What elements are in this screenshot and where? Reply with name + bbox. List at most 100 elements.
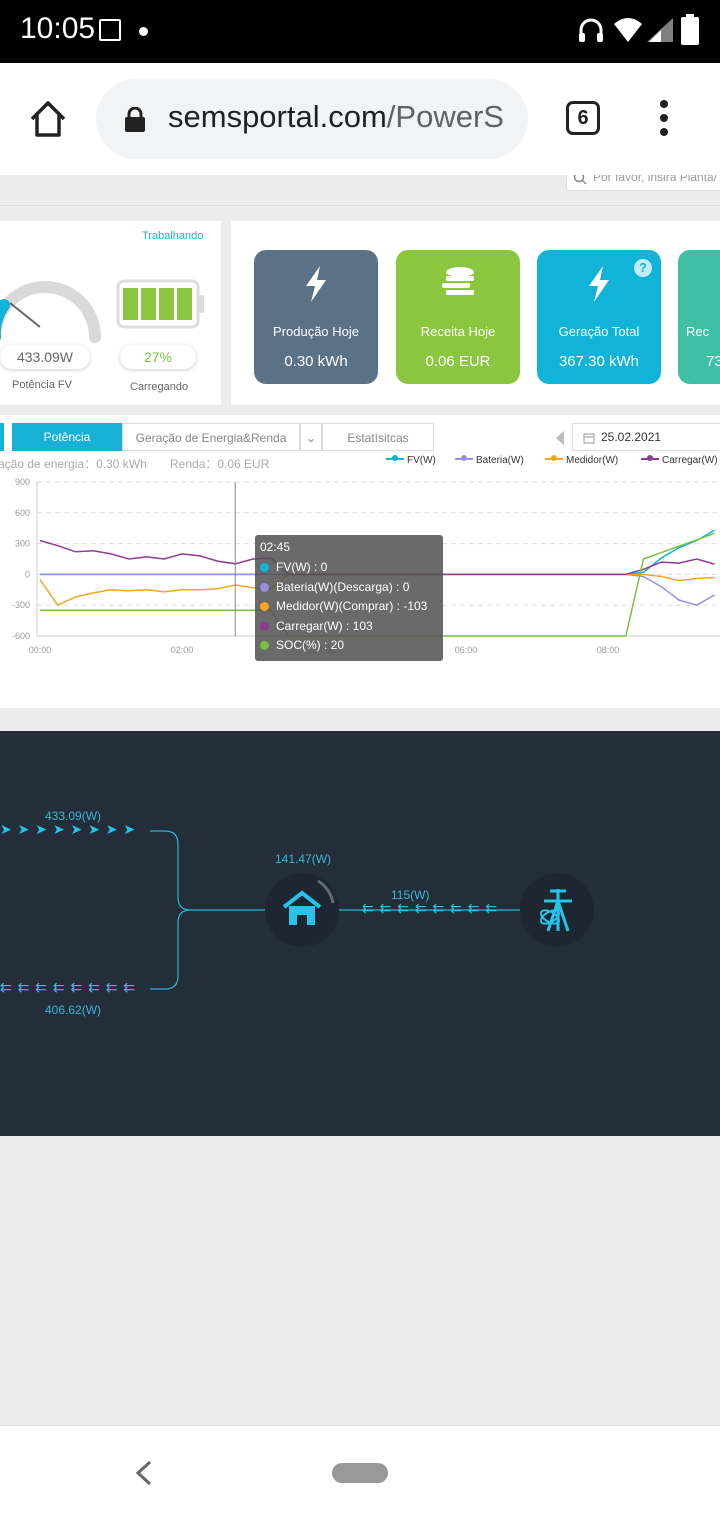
tooltip-time: 02:45 — [260, 540, 291, 554]
home-flow-value: 141.47(W) — [275, 852, 332, 866]
grid-flow-arrows: ⇇ ⇇ ⇇ ⇇ ⇇ ⇇ ⇇ ⇇ — [362, 900, 499, 916]
browser-toolbar: semsportal.com/PowerS 6 — [0, 63, 720, 175]
legend-label: Bateria(W) — [476, 455, 524, 466]
battery-state: Carregando — [130, 381, 189, 393]
tooltip-dot — [260, 563, 269, 572]
wifi-icon — [614, 18, 642, 42]
url-text: semsportal.com/PowerS — [168, 99, 504, 135]
legend-swatch — [641, 455, 659, 461]
flow-lines — [150, 830, 594, 990]
tab-dropdown[interactable]: ⌄ — [300, 423, 322, 451]
home-icon[interactable] — [28, 99, 68, 139]
battery-percent: 27% — [120, 345, 196, 369]
tile-label: Geração Total — [558, 324, 640, 339]
tile-label: Produção Hoje — [273, 324, 359, 339]
tooltip-value: Carregar(W) : 103 — [276, 618, 373, 633]
plant-status-card: Trabalhando 433.09W Potência FV 27% Carr… — [0, 221, 221, 405]
address-bar[interactable]: semsportal.com/PowerS — [96, 79, 528, 159]
url-host: semsportal.com — [168, 99, 387, 134]
prev-date-icon[interactable] — [556, 431, 564, 445]
bolt-icon — [589, 266, 609, 302]
legend-item[interactable]: Medidor(W) — [545, 455, 618, 466]
url-path: /PowerS — [386, 99, 504, 134]
tooltip-dot — [260, 582, 269, 592]
y-tick-label: 600 — [15, 508, 30, 518]
legend-label: Carregar(W) — [662, 455, 718, 466]
tile-value: 73 — [706, 353, 720, 370]
y-tick-label: 300 — [15, 539, 30, 549]
lock-icon — [125, 107, 145, 132]
tile-total-generation[interactable]: ? Geração Total 367.30 kWh — [537, 250, 661, 384]
tooltip-row: SOC(%) : 20 — [260, 638, 344, 654]
legend-label: FV(W) — [407, 455, 436, 466]
x-tick-label: 08:00 — [597, 645, 620, 655]
battery-icon — [681, 14, 699, 45]
pv-power-gauge — [0, 281, 101, 343]
tab-potencia[interactable]: Potência — [12, 423, 122, 451]
tile-income-today[interactable]: Receita Hoje 0.06 EUR — [396, 250, 520, 384]
x-tick-label: 02:00 — [171, 645, 194, 655]
grid-flow-value: 115(W) — [391, 888, 430, 902]
y-tick-label: -300 — [12, 600, 30, 610]
energy-flow-panel: 433.09(W) 406.62(W) 141.47(W) 115(W) ➤ ➤… — [0, 731, 720, 1136]
legend-item[interactable]: FV(W) — [386, 455, 436, 466]
tile-value: 367.30 kWh — [558, 353, 640, 370]
search-placeholder: Por favor, insira Planta/ — [593, 175, 718, 184]
tile-value: 0.30 kWh — [284, 353, 348, 370]
signal-icon — [647, 18, 673, 42]
back-icon[interactable] — [134, 1460, 154, 1486]
date-picker[interactable]: 25.02.2021 — [572, 423, 720, 451]
tile-total-income[interactable]: Rec 73 — [678, 250, 720, 384]
help-icon[interactable]: ? — [634, 259, 652, 277]
tooltip-dot — [260, 621, 269, 631]
tooltip-row: Carregar(W) : 103 — [260, 619, 373, 635]
search-icon — [573, 175, 587, 185]
chart-tooltip: 02:45 FV(W) : 0 Bateria(W)(Descarga) : 0 M… — [255, 535, 443, 661]
tooltip-value: Bateria(W)(Descarga) : 0 — [276, 579, 410, 594]
y-tick-label: -600 — [12, 631, 30, 641]
home-pill[interactable] — [332, 1463, 388, 1483]
more-menu-icon[interactable] — [654, 99, 674, 139]
kpi-card: Produção Hoje 0.30 kWh Receita Hoje 0.06… — [231, 221, 720, 405]
system-nav-bar — [0, 1425, 720, 1521]
tile-label: Receita Hoje — [420, 324, 496, 339]
pv-power-label: Potência FV — [12, 379, 72, 391]
tile-production-today[interactable]: Produção Hoje 0.30 kWh — [254, 250, 378, 384]
tab-edge — [0, 423, 4, 451]
working-status: Trabalhando — [142, 230, 204, 242]
pv-flow-value: 433.09(W) — [45, 809, 102, 823]
summary-energy: ação de energia：0.30 kWh — [0, 457, 147, 471]
tooltip-row: FV(W) : 0 — [260, 560, 327, 576]
battery-flow-value: 406.62(W) — [45, 1003, 102, 1017]
legend-item[interactable]: Carregar(W) — [641, 455, 718, 466]
tab-energy-income[interactable]: Geração de Energia&Renda — [122, 423, 300, 451]
bag-notification-icon — [99, 19, 121, 41]
divider — [0, 205, 720, 206]
pv-flow-arrows: ➤ ➤ ➤ ➤ ➤ ➤ ➤ ➤ — [0, 821, 137, 837]
tooltip-row: Medidor(W)(Comprar) : -103 — [260, 599, 427, 615]
tooltip-row: Bateria(W)(Descarga) : 0 — [260, 580, 409, 596]
status-bar: 10:05 — [0, 0, 720, 63]
summary-income: Renda：0.06 EUR — [170, 457, 270, 471]
y-tick-label: 0 — [25, 569, 30, 579]
calendar-icon — [583, 433, 595, 444]
tooltip-value: SOC(%) : 20 — [276, 638, 345, 652]
bolt-icon — [306, 266, 326, 302]
grid-tower-icon[interactable] — [536, 887, 580, 933]
legend-swatch — [455, 455, 473, 461]
legend-swatch — [386, 455, 404, 461]
legend-label: Medidor(W) — [566, 455, 619, 466]
tab-switcher-button[interactable]: 6 — [566, 101, 600, 135]
battery-level-icon — [116, 279, 204, 329]
tab-statistics[interactable]: Estatísitcas — [322, 423, 434, 451]
home-icon[interactable] — [282, 889, 322, 929]
battery-flow-arrows: ⇇ ⇇ ⇇ ⇇ ⇇ ⇇ ⇇ ⇇ — [0, 979, 137, 995]
plant-search-input[interactable]: Por favor, insira Planta/ — [566, 175, 720, 191]
status-time: 10:05 — [20, 12, 96, 45]
tile-value: 0.06 EUR — [425, 353, 491, 370]
y-tick-label: 900 — [15, 477, 30, 487]
legend-swatch — [545, 455, 563, 461]
coins-icon — [442, 267, 474, 295]
page-content: Por favor, insira Planta/ Trabalhando 43… — [0, 175, 720, 1425]
legend-item[interactable]: Bateria(W) — [455, 455, 524, 466]
